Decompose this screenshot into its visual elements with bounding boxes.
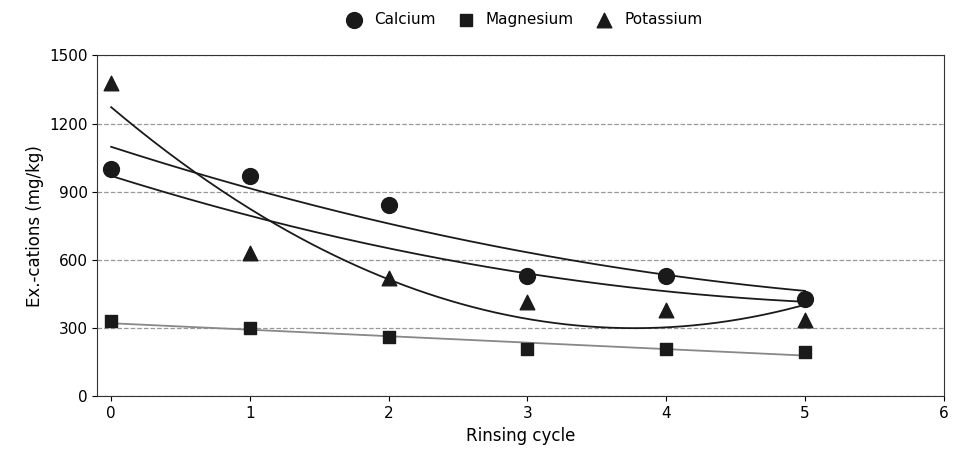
Potassium <box>381 274 397 282</box>
Magnesium <box>797 349 812 356</box>
Magnesium <box>242 325 258 332</box>
Potassium <box>797 317 812 324</box>
Calcium <box>797 295 812 302</box>
Calcium <box>381 202 397 209</box>
Calcium <box>659 272 674 280</box>
Magnesium <box>103 318 119 325</box>
Magnesium <box>520 345 535 352</box>
Potassium <box>103 79 119 86</box>
Calcium <box>103 165 119 173</box>
Magnesium <box>659 345 674 352</box>
Calcium <box>242 172 258 179</box>
X-axis label: Rinsing cycle: Rinsing cycle <box>466 427 575 445</box>
Calcium <box>520 272 535 280</box>
Y-axis label: Ex.-cations (mg/kg): Ex.-cations (mg/kg) <box>25 145 44 307</box>
Legend: Calcium, Magnesium, Potassium: Calcium, Magnesium, Potassium <box>339 12 703 27</box>
Potassium <box>242 249 258 257</box>
Magnesium <box>381 334 397 341</box>
Potassium <box>520 298 535 306</box>
Potassium <box>659 307 674 314</box>
